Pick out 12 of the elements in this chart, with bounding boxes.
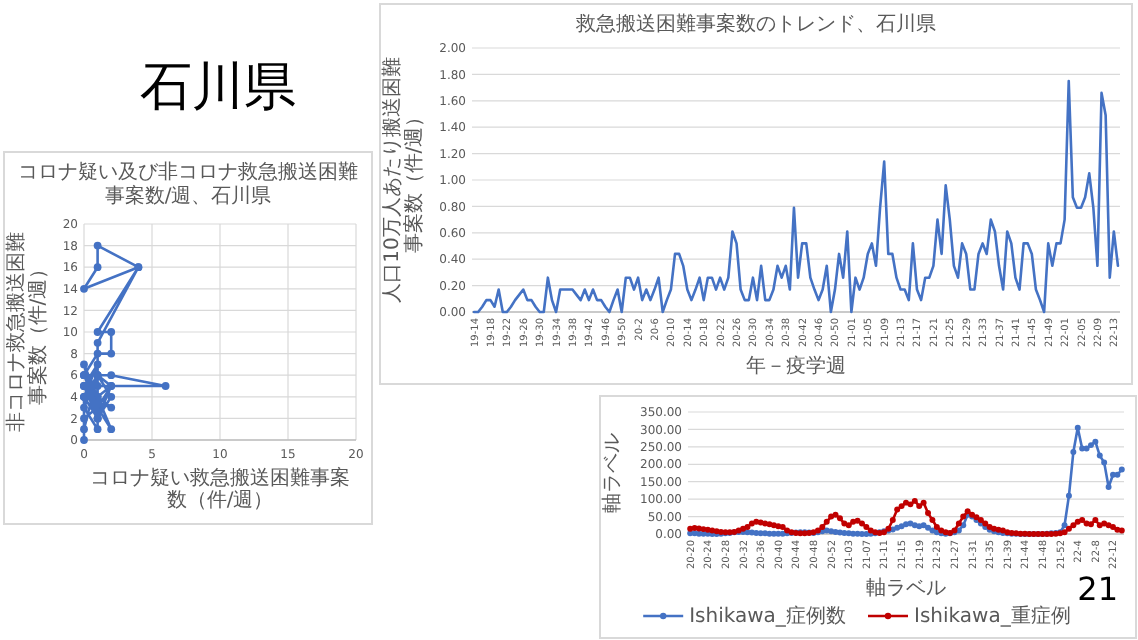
chart-title: コロナ疑い及び非コロナ救急搬送困難事案数/週、石川県 (18, 160, 358, 208)
text: 石川県 (140, 58, 296, 118)
x-axis-title: 軸ラベル (866, 576, 946, 600)
legend-label: Ishikawa_症例数 (689, 604, 846, 628)
x-axis-title: 年－疫学週 (746, 354, 846, 378)
y-axis-title: 人口10万人あたり搬送困難事案数（件/週） (380, 57, 426, 303)
text: 21 (1077, 570, 1118, 608)
legend-label: Ishikawa_重症例 (914, 604, 1071, 628)
y-axis-title: 非コロナ救急搬送困難事案数（件/週） (4, 232, 50, 432)
y-axis-title: 軸ラベル (600, 433, 624, 513)
chart-title: 救急搬送困難事案数のトレンド、石川県 (574, 12, 936, 36)
x-axis-title: コロナ疑い救急搬送困難事案数（件/週） (90, 466, 350, 512)
